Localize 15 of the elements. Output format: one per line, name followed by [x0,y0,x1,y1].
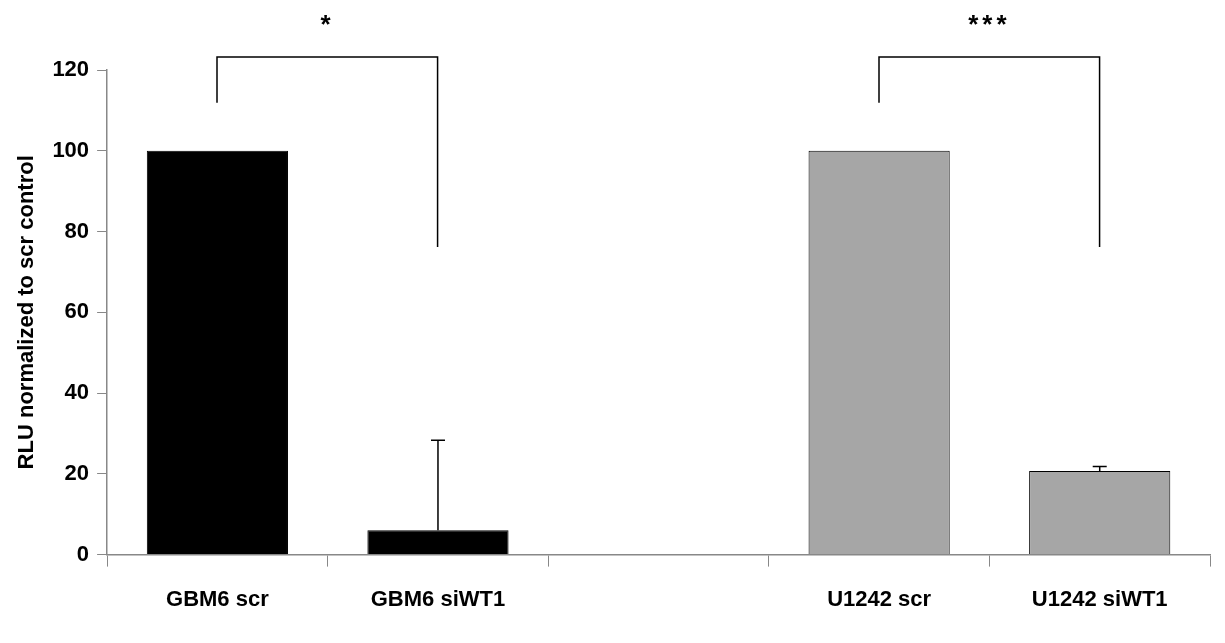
y-axis-title: RLU normalized to scr control [13,155,39,470]
y-tick-label: 60 [64,298,90,324]
y-tick-label: 40 [64,379,90,405]
text: * [320,9,335,40]
y-tick-label: 20 [64,459,90,485]
bar [146,150,288,555]
x-tick-label: U1242 siWT1 [1031,585,1168,611]
x-tick-label: U1242 scr [827,585,932,611]
y-tick-label: 80 [64,217,90,243]
x-tick-label: GBM6 scr [166,585,270,611]
y-tick-label: 120 [52,56,90,82]
y-tick-label: 100 [52,136,90,162]
text: *** [968,9,1011,40]
y-tick-label: 0 [76,540,90,566]
x-tick-label: GBM6 siWT1 [370,585,506,611]
